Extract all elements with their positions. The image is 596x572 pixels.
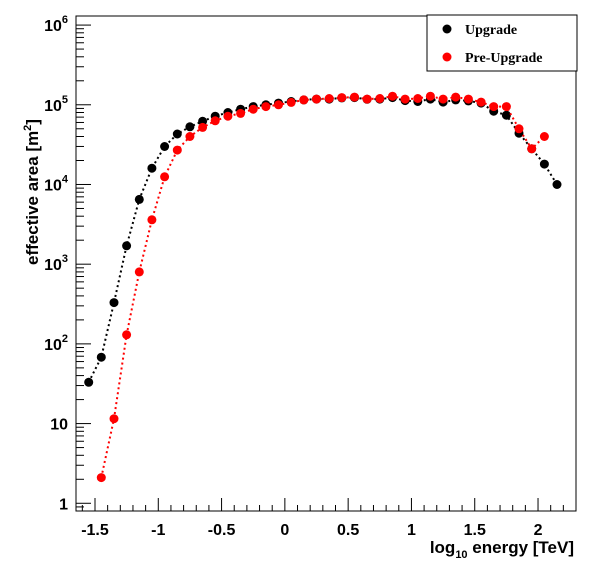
data-point-pre-upgrade (425, 91, 435, 101)
x-tick-label: -0.5 (208, 522, 236, 539)
data-point-pre-upgrade (438, 94, 448, 104)
data-point-pre-upgrade (362, 94, 372, 104)
data-point-pre-upgrade (286, 97, 296, 107)
y-tick-label: 10 (50, 417, 68, 434)
legend-box (426, 14, 578, 72)
y-tick-label: 104 (44, 173, 69, 194)
y-tick-label: 106 (44, 14, 68, 35)
data-series (84, 91, 562, 483)
data-point-pre-upgrade (501, 102, 511, 112)
axis-tick-labels: -1.5 -1 -0.5 0 0.5 1 1.5 2 1 10 102 103 104 105 106 (44, 14, 542, 539)
x-tick-label: 1.5 (464, 522, 486, 539)
y-tick-label: 1 (59, 496, 68, 513)
data-point-pre-upgrade (210, 116, 220, 126)
data-point-pre-upgrade (539, 132, 549, 141)
data-point-pre-upgrade (527, 144, 537, 154)
data-point-pre-upgrade (122, 330, 132, 340)
data-point-upgrade (552, 180, 562, 189)
y-axis-title: effective area [m2] (22, 119, 42, 265)
x-tick-label: -1.5 (81, 522, 109, 539)
data-point-pre-upgrade (96, 473, 106, 483)
data-point-pre-upgrade (248, 104, 258, 114)
legend-label-pre-upgrade: Pre-Upgrade (465, 51, 543, 66)
y-tick-label: 102 (44, 333, 68, 354)
data-point-upgrade (185, 122, 195, 132)
x-tick-label: 1 (407, 522, 416, 539)
data-point-upgrade (160, 142, 170, 151)
data-point-pre-upgrade (375, 94, 385, 103)
legend-marker-upgrade (442, 24, 452, 34)
data-point-upgrade (84, 377, 94, 387)
legend-marker-pre-upgrade (442, 52, 452, 62)
data-point-pre-upgrade (489, 102, 499, 112)
data-point-upgrade (122, 241, 132, 251)
data-point-pre-upgrade (172, 145, 182, 155)
data-point-upgrade (109, 298, 119, 308)
data-point-pre-upgrade (312, 94, 321, 104)
data-point-pre-upgrade (388, 91, 397, 101)
plot-frame (75, 15, 577, 512)
data-point-pre-upgrade (476, 97, 486, 107)
data-point-upgrade (501, 110, 511, 120)
y-tick-label: 103 (44, 253, 68, 274)
data-point-upgrade (96, 352, 106, 362)
data-point-pre-upgrade (261, 102, 271, 112)
data-point-pre-upgrade (134, 267, 144, 277)
x-tick-label: 2 (534, 522, 543, 539)
data-point-pre-upgrade (337, 93, 347, 103)
data-point-upgrade (539, 159, 549, 169)
data-point-pre-upgrade (185, 132, 195, 141)
data-point-pre-upgrade (350, 92, 359, 102)
data-point-pre-upgrade (236, 108, 246, 118)
data-point-pre-upgrade (274, 100, 283, 110)
x-tick-label: 0 (280, 522, 289, 539)
data-point-upgrade (172, 129, 182, 139)
data-point-pre-upgrade (400, 94, 410, 104)
data-point-pre-upgrade (463, 94, 473, 104)
y-tick-label: 105 (44, 94, 68, 115)
data-point-pre-upgrade (514, 124, 524, 134)
axis-ticks (76, 24, 577, 512)
data-point-pre-upgrade (147, 215, 157, 225)
data-point-pre-upgrade (109, 414, 119, 424)
x-tick-label: -1 (151, 522, 165, 539)
data-point-pre-upgrade (198, 122, 208, 132)
data-point-upgrade (134, 194, 144, 204)
data-point-pre-upgrade (160, 172, 170, 182)
data-point-pre-upgrade (223, 111, 233, 121)
data-point-upgrade (147, 163, 157, 173)
x-tick-label: 0.5 (337, 522, 359, 539)
data-point-pre-upgrade (324, 94, 334, 103)
data-point-pre-upgrade (451, 92, 461, 102)
legend-label-upgrade: Upgrade (465, 23, 517, 38)
data-point-pre-upgrade (299, 95, 309, 105)
data-point-pre-upgrade (413, 94, 423, 103)
legend: Upgrade Pre-Upgrade (426, 14, 578, 72)
